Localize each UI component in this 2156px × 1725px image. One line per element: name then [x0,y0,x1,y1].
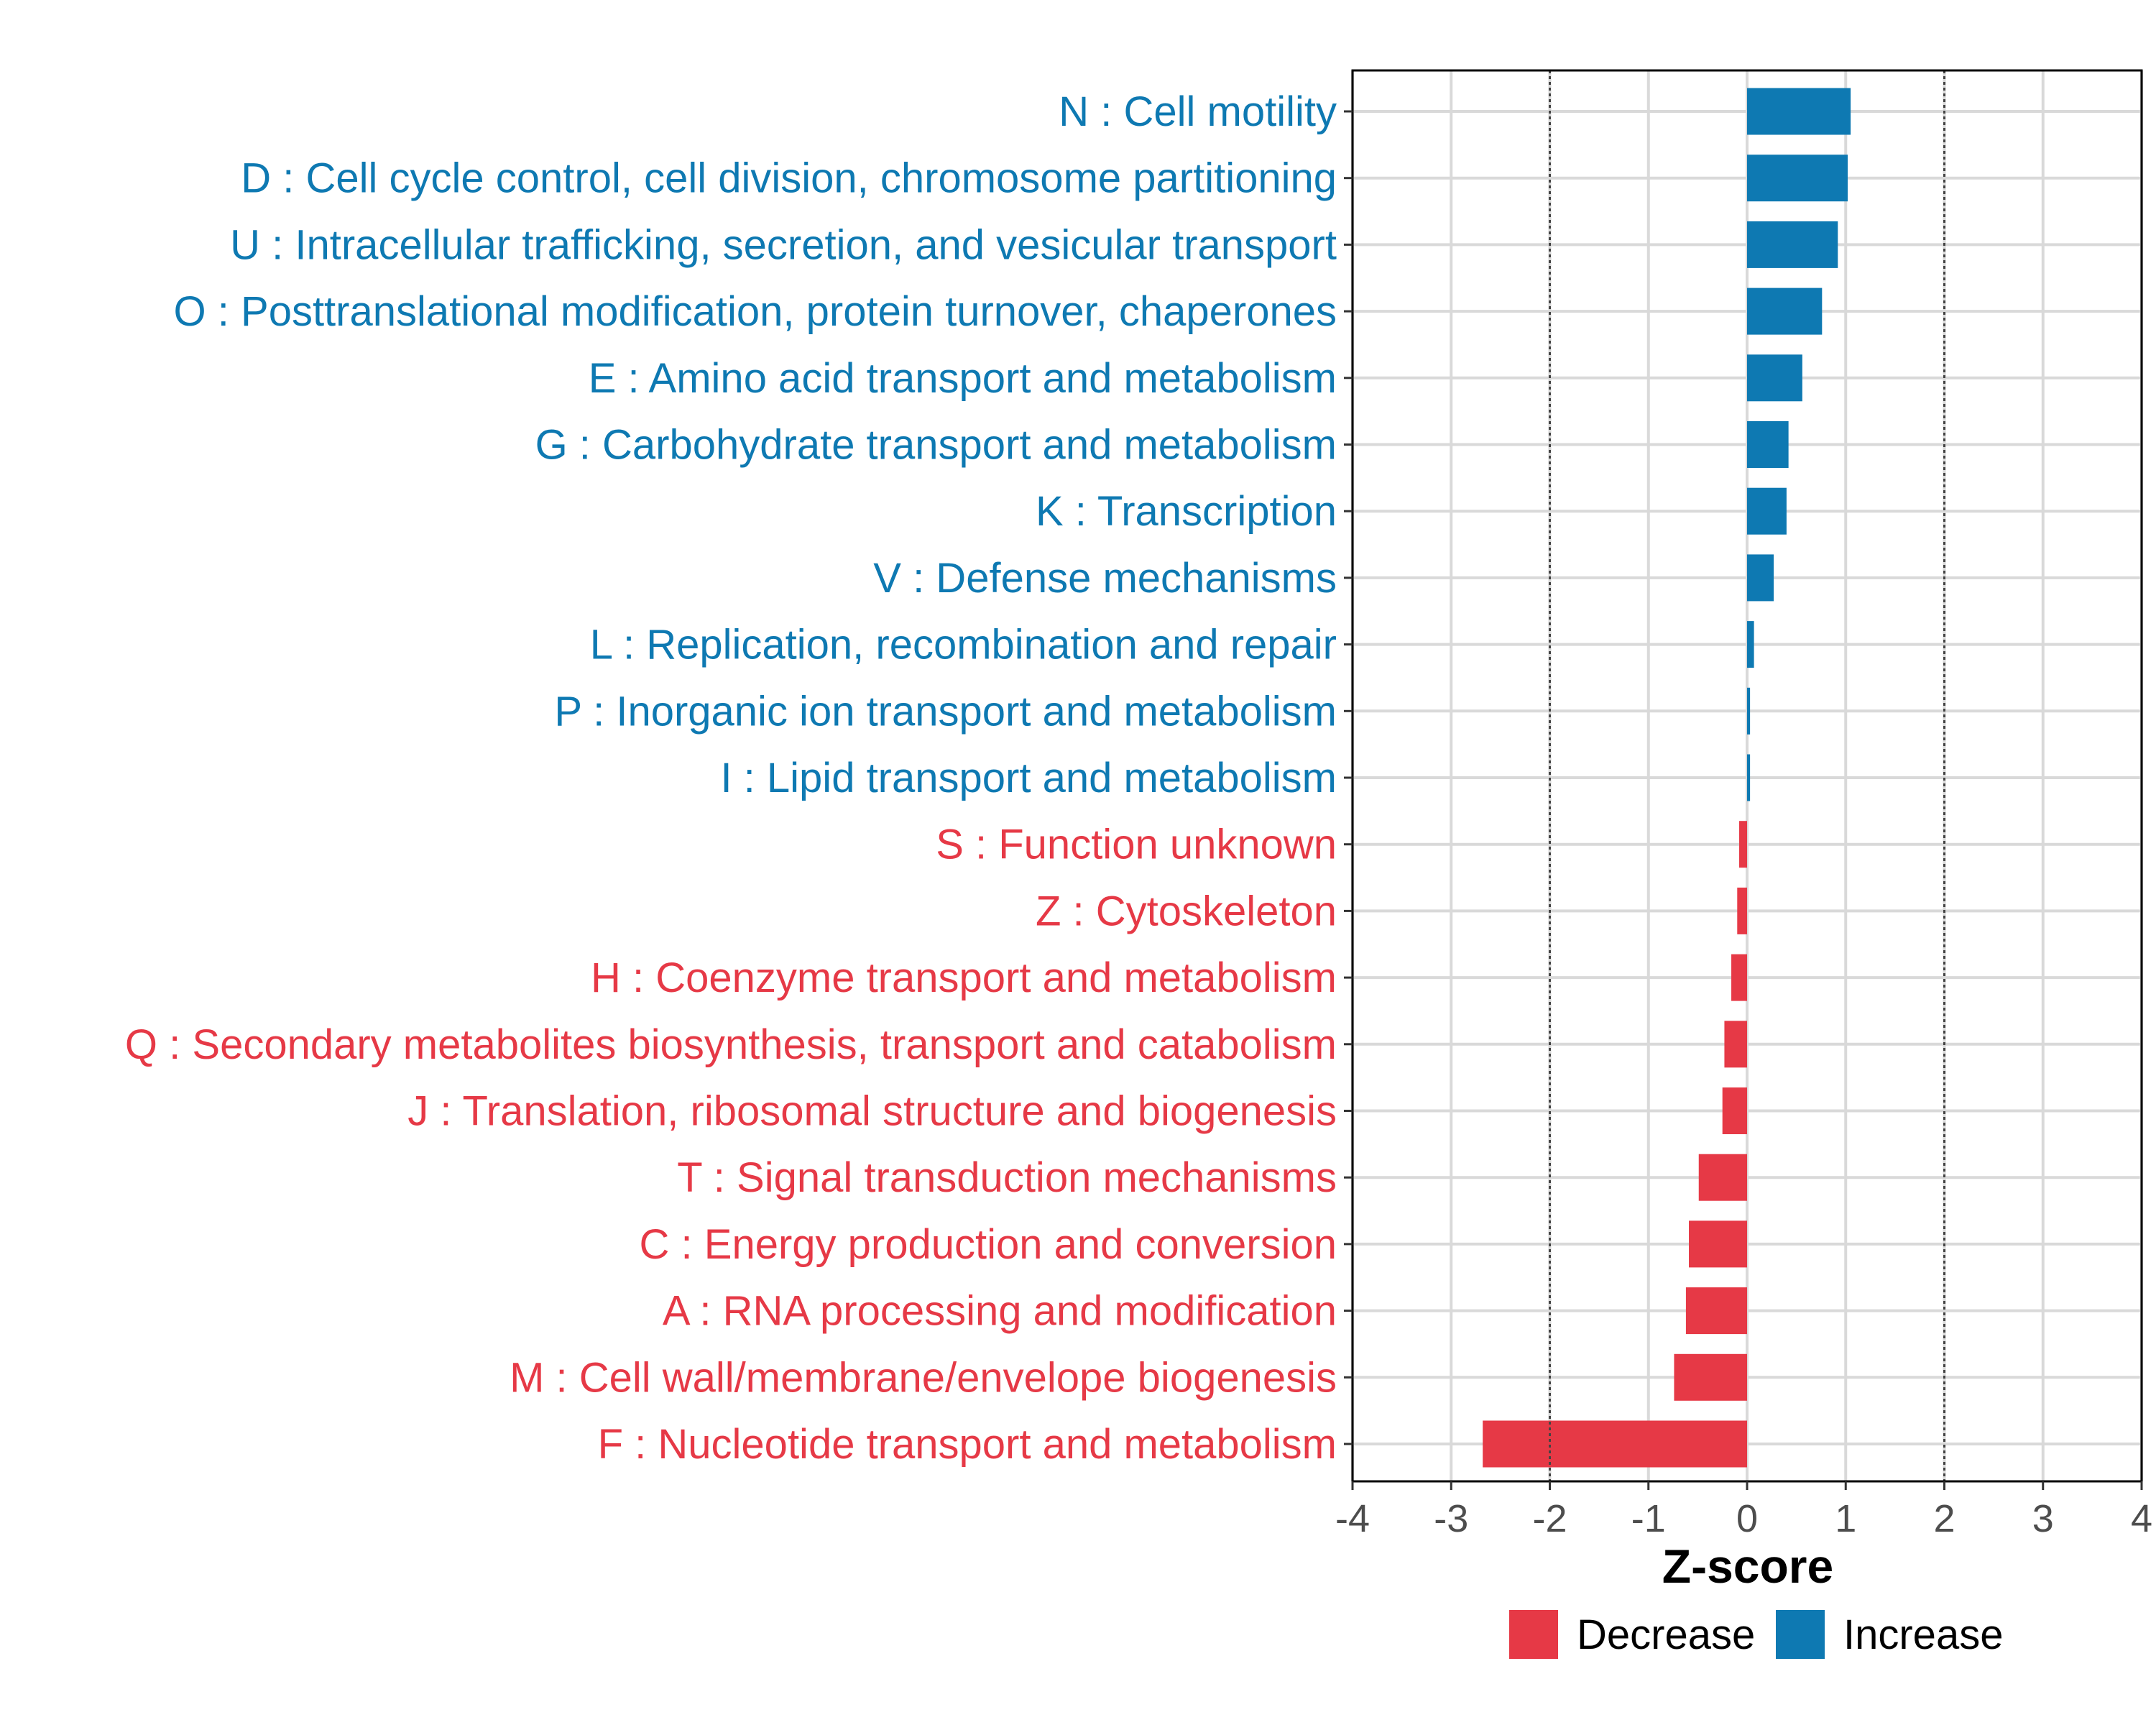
y-tick-label: I : Lipid transport and metabolism [720,755,1337,801]
bar [1747,221,1838,268]
reference-lines [1549,70,1945,1481]
bar [1483,1420,1747,1468]
x-axis: -4 -3 -2 -1 0 1 2 3 4 [1335,1481,2152,1540]
legend-label-increase: Increase [1843,1611,2003,1658]
bar [1689,1220,1747,1268]
y-tick-label: P : Inorganic ion transport and metaboli… [554,688,1337,735]
bar [1731,954,1747,1001]
bar [1747,554,1774,602]
x-tick-label: 2 [1933,1497,1955,1540]
y-tick-label: F : Nucleotide transport and metabolism [598,1421,1337,1468]
y-tick-label: D : Cell cycle control, cell division, c… [241,155,1337,202]
x-tick-label: -2 [1532,1497,1567,1540]
y-tick-label: T : Signal transduction mechanisms [677,1154,1337,1201]
bar [1698,1154,1747,1201]
y-tick-label: O : Posttranslational modification, prot… [174,288,1337,335]
y-tick-label: G : Carbohydrate transport and metabolis… [535,422,1337,469]
bar [1674,1353,1747,1401]
y-tick-label: H : Coenzyme transport and metabolism [591,954,1337,1001]
bar [1747,288,1823,335]
bar [1747,487,1787,535]
legend: Decrease Increase [1509,1610,2003,1659]
legend-key-decrease [1509,1610,1558,1659]
x-tick-label: 3 [2032,1497,2054,1540]
y-tick-label: U : Intracellular trafficking, secretion… [230,221,1337,268]
bar [1747,754,1751,801]
bar [1739,821,1747,868]
bar-layer [1483,88,1851,1468]
y-tick-label: E : Amino acid transport and metabolism [589,355,1337,402]
bar [1747,621,1754,668]
bar [1724,1021,1747,1068]
bar [1747,155,1848,202]
bar [1737,887,1747,934]
bar [1747,354,1802,402]
bar [1685,1287,1747,1335]
y-axis: N : Cell motility D : Cell cycle control,… [125,88,1353,1468]
legend-label-decrease: Decrease [1577,1611,1755,1658]
bar [1747,421,1789,468]
y-tick-label: Q : Secondary metabolites biosynthesis, … [125,1021,1337,1068]
y-tick-label: A : RNA processing and modification [663,1288,1337,1335]
x-tick-label: 1 [1835,1497,1856,1540]
y-tick-label: N : Cell motility [1059,88,1337,135]
y-tick-label: M : Cell wall/membrane/envelope biogenes… [510,1354,1337,1401]
y-tick-label: K : Transcription [1036,488,1337,535]
y-tick-label: Z : Cytoskeleton [1036,888,1337,934]
bar [1747,687,1751,735]
x-tick-label: 0 [1736,1497,1758,1540]
legend-key-increase [1776,1610,1825,1659]
x-axis-title: Z-score [1662,1540,1833,1593]
y-tick-label: L : Replication, recombination and repai… [590,622,1337,668]
y-tick-label: V : Defense mechanisms [873,555,1337,602]
y-tick-label: S : Function unknown [936,822,1337,868]
y-tick-label: C : Energy production and conversion [640,1221,1337,1268]
x-tick-label: 4 [2131,1497,2152,1540]
x-tick-label: -3 [1434,1497,1468,1540]
y-tick-label: J : Translation, ribosomal structure and… [407,1088,1337,1135]
bar [1747,88,1851,135]
x-tick-label: -4 [1335,1497,1370,1540]
x-tick-label: -1 [1631,1497,1666,1540]
bar [1722,1087,1747,1134]
